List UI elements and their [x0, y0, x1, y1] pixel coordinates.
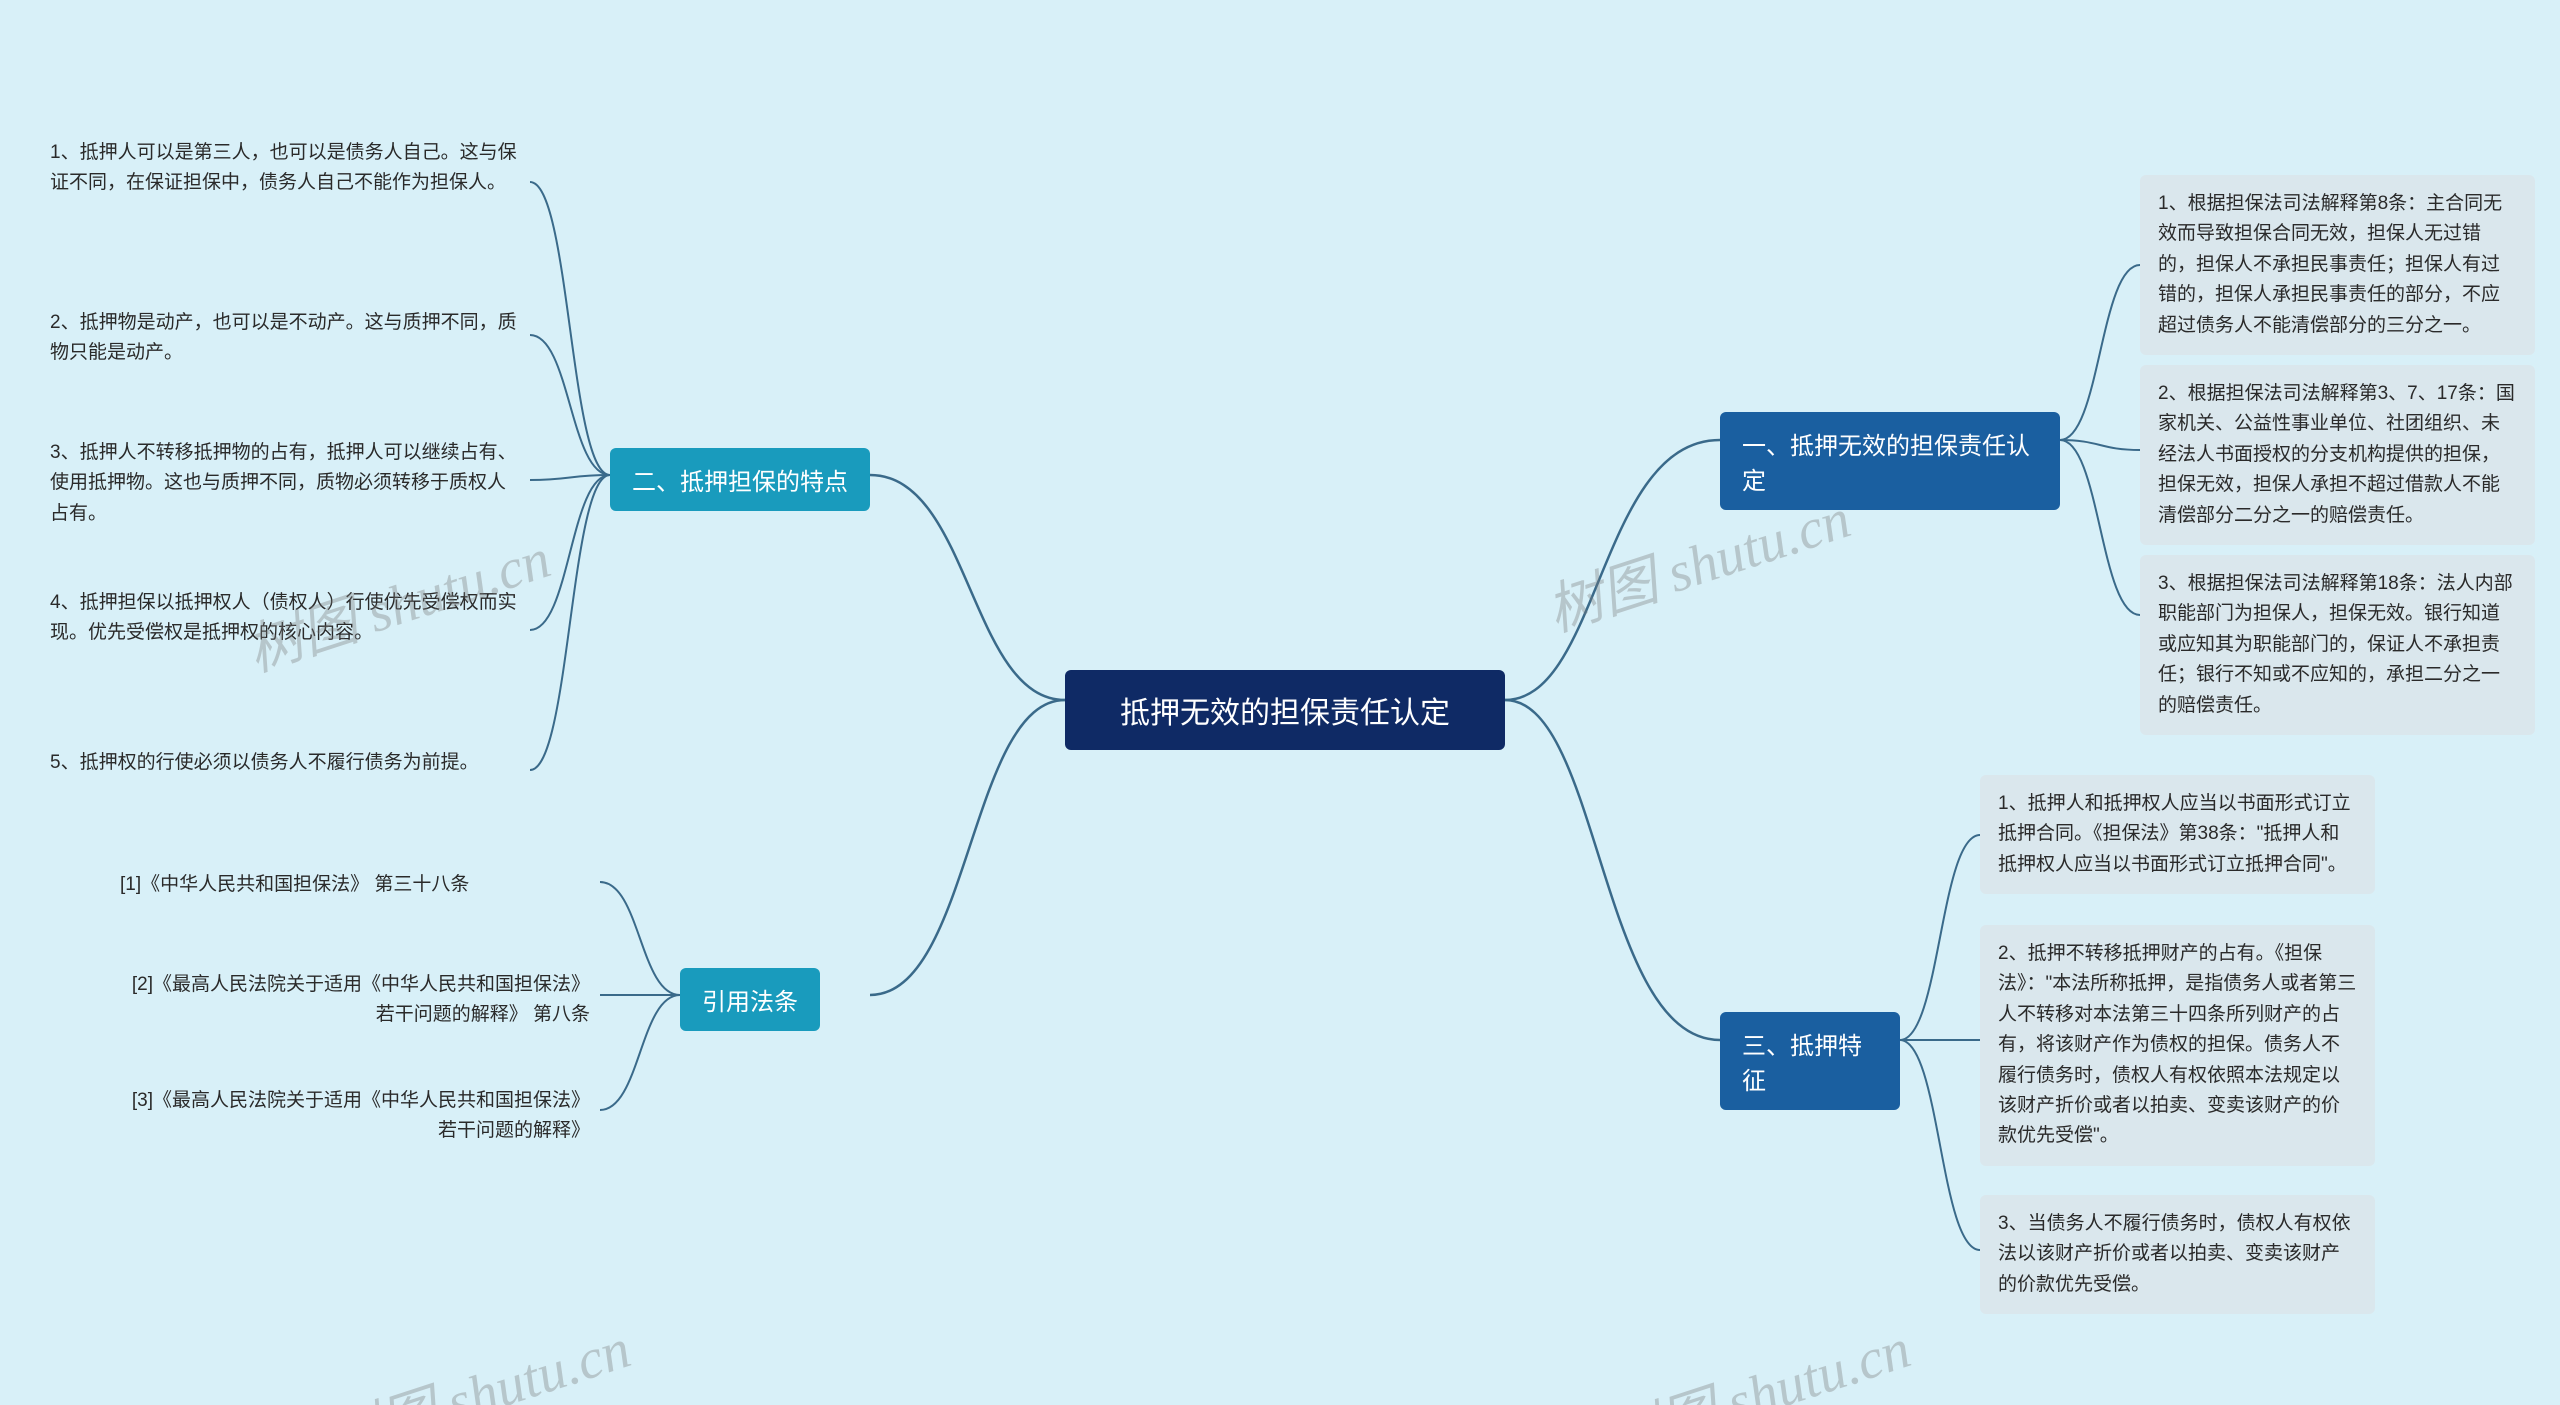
leaf-text: 2、抵押物是动产，也可以是不动产。这与质押不同，质物只能是动产。 — [50, 308, 520, 369]
leaf-text: 2、抵押不转移抵押财产的占有。《担保法》："本法所称抵押，是指债务人或者第三人不… — [1998, 939, 2357, 1152]
leaf-text: [3]《最高人民法院关于适用《中华人民共和国担保法》若干问题的解释》 — [120, 1086, 590, 1147]
branch-2-label: 二、抵押担保的特点 — [632, 462, 848, 497]
branch-1-leaf-2: 2、根据担保法司法解释第3、7、17条：国家机关、公益性事业单位、社团组织、未经… — [2140, 365, 2535, 545]
leaf-text: 3、当债务人不履行债务时，债权人有权依法以该财产折价或者以拍卖、变卖该财产的价款… — [1998, 1209, 2357, 1300]
branch-2-leaf-4: 4、抵押担保以抵押权人（债权人）行使优先受偿权而实现。优先受偿权是抵押权的核心内… — [40, 580, 530, 657]
leaf-text: [1]《中华人民共和国担保法》 第三十八条 — [120, 870, 469, 900]
branch-3-leaf-1: 1、抵押人和抵押权人应当以书面形式订立抵押合同。《担保法》第38条："抵押人和抵… — [1980, 775, 2375, 894]
watermark: 树图 shutu.cn — [315, 1303, 639, 1405]
branch-4-leaf-3: [3]《最高人民法院关于适用《中华人民共和国担保法》若干问题的解释》 — [110, 1078, 600, 1155]
branch-1-leaf-3: 3、根据担保法司法解释第18条：法人内部职能部门为担保人，担保无效。银行知道或应… — [2140, 555, 2535, 735]
branch-2-leaf-1: 1、抵押人可以是第三人，也可以是债务人自己。这与保证不同，在保证担保中，债务人自… — [40, 130, 530, 207]
center-node: 抵押无效的担保责任认定 — [1065, 670, 1505, 750]
leaf-text: 4、抵押担保以抵押权人（债权人）行使优先受偿权而实现。优先受偿权是抵押权的核心内… — [50, 588, 520, 649]
branch-1-label: 一、抵押无效的担保责任认定 — [1742, 426, 2038, 496]
leaf-text: 2、根据担保法司法解释第3、7、17条：国家机关、公益性事业单位、社团组织、未经… — [2158, 379, 2517, 531]
branch-4-label: 引用法条 — [702, 982, 798, 1017]
branch-4-leaf-2: [2]《最高人民法院关于适用《中华人民共和国担保法》若干问题的解释》 第八条 — [110, 962, 600, 1039]
leaf-text: 5、抵押权的行使必须以债务人不履行债务为前提。 — [50, 748, 479, 778]
branch-3-leaf-2: 2、抵押不转移抵押财产的占有。《担保法》："本法所称抵押，是指债务人或者第三人不… — [1980, 925, 2375, 1166]
branch-1: 一、抵押无效的担保责任认定 — [1720, 412, 2060, 510]
branch-3: 三、抵押特征 — [1720, 1012, 1900, 1110]
branch-4: 引用法条 — [680, 968, 820, 1031]
leaf-text: 1、根据担保法司法解释第8条：主合同无效而导致担保合同无效，担保人无过错的，担保… — [2158, 189, 2517, 341]
branch-3-leaf-3: 3、当债务人不履行债务时，债权人有权依法以该财产折价或者以拍卖、变卖该财产的价款… — [1980, 1195, 2375, 1314]
branch-3-label: 三、抵押特征 — [1742, 1026, 1878, 1096]
leaf-text: 3、根据担保法司法解释第18条：法人内部职能部门为担保人，担保无效。银行知道或应… — [2158, 569, 2517, 721]
center-label: 抵押无效的担保责任认定 — [1120, 688, 1450, 732]
leaf-text: 1、抵押人和抵押权人应当以书面形式订立抵押合同。《担保法》第38条："抵押人和抵… — [1998, 789, 2357, 880]
branch-2-leaf-5: 5、抵押权的行使必须以债务人不履行债务为前提。 — [40, 740, 530, 786]
branch-2-leaf-3: 3、抵押人不转移抵押物的占有，抵押人可以继续占有、使用抵押物。这也与质押不同，质… — [40, 430, 530, 537]
leaf-text: 3、抵押人不转移抵押物的占有，抵押人可以继续占有、使用抵押物。这也与质押不同，质… — [50, 438, 520, 529]
branch-2: 二、抵押担保的特点 — [610, 448, 870, 511]
watermark: 树图 shutu.cn — [1595, 1303, 1919, 1405]
branch-4-leaf-1: [1]《中华人民共和国担保法》 第三十八条 — [110, 862, 600, 908]
branch-2-leaf-2: 2、抵押物是动产，也可以是不动产。这与质押不同，质物只能是动产。 — [40, 300, 530, 377]
leaf-text: 1、抵押人可以是第三人，也可以是债务人自己。这与保证不同，在保证担保中，债务人自… — [50, 138, 520, 199]
leaf-text: [2]《最高人民法院关于适用《中华人民共和国担保法》若干问题的解释》 第八条 — [120, 970, 590, 1031]
branch-1-leaf-1: 1、根据担保法司法解释第8条：主合同无效而导致担保合同无效，担保人无过错的，担保… — [2140, 175, 2535, 355]
